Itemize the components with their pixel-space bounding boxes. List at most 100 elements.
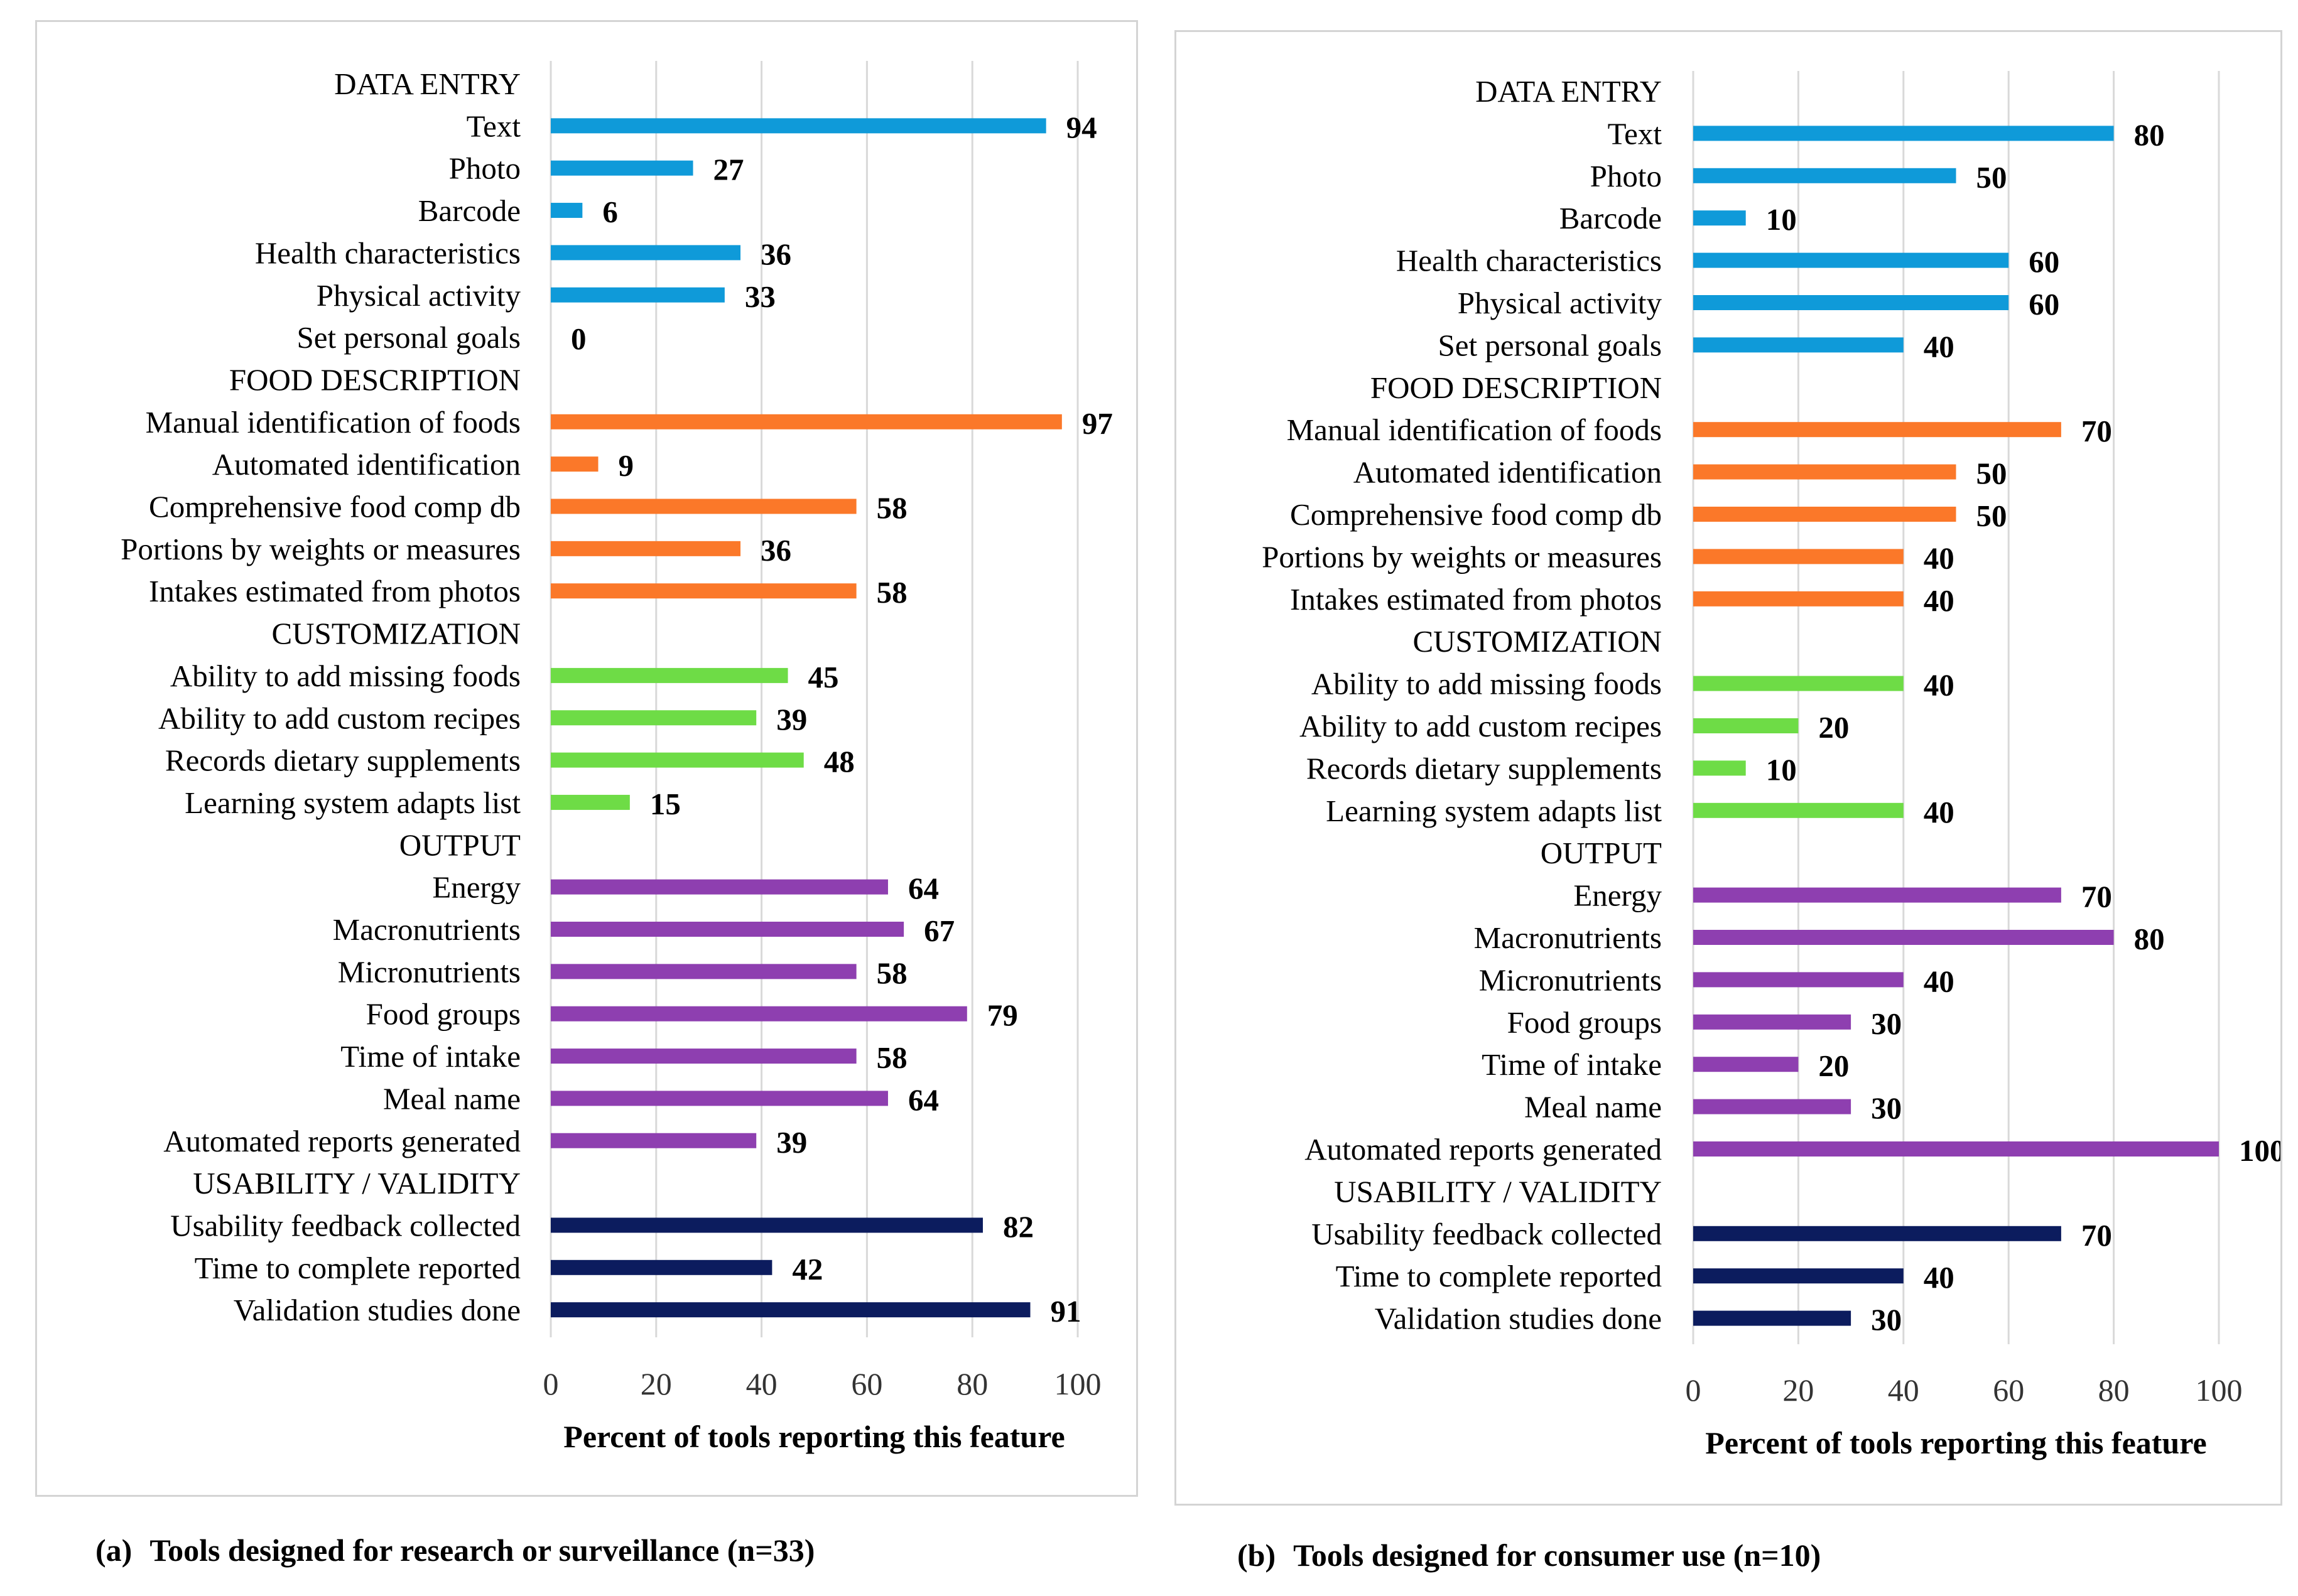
category-label: Meal name xyxy=(383,1081,521,1116)
data-label: 40 xyxy=(1924,964,1954,998)
x-tick-label: 0 xyxy=(1686,1372,1701,1408)
bar-time-to-complete-reported xyxy=(1693,1268,1904,1284)
category-label: Automated reports generated xyxy=(1304,1132,1662,1167)
bar-text xyxy=(551,118,1046,134)
x-tick-label: 20 xyxy=(1782,1372,1814,1408)
category-label: Ability to add custom recipes xyxy=(1299,709,1662,743)
data-label: 80 xyxy=(2134,117,2165,152)
category-label: Micronutrients xyxy=(338,954,521,989)
data-label: 42 xyxy=(792,1252,823,1286)
category-label: Micronutrients xyxy=(1479,962,1662,997)
bar-barcode xyxy=(551,203,583,218)
bar-health-characteristics xyxy=(551,245,741,261)
data-label: 67 xyxy=(924,914,955,948)
bar-automated-identification xyxy=(551,456,599,472)
group-header-food-description: FOOD DESCRIPTION xyxy=(1370,370,1662,405)
category-label: Barcode xyxy=(418,193,521,228)
data-label: 40 xyxy=(1924,668,1954,703)
data-label: 64 xyxy=(908,871,939,906)
bar-automated-reports-generated xyxy=(1693,1141,2219,1157)
data-label: 9 xyxy=(619,448,634,483)
x-tick-label: 40 xyxy=(1888,1372,1919,1408)
x-tick-label: 40 xyxy=(746,1366,778,1401)
group-header-food-description: FOOD DESCRIPTION xyxy=(229,362,521,397)
bar-text xyxy=(1693,126,2114,141)
data-label: 64 xyxy=(908,1082,939,1117)
caption-text: Tools designed for research or surveilla… xyxy=(149,1533,815,1568)
bar-macronutrients xyxy=(1693,930,2114,945)
bar-manual-identification-of-foods xyxy=(551,414,1062,429)
data-label: 97 xyxy=(1082,406,1113,441)
data-label: 70 xyxy=(2081,1218,2112,1253)
x-tick-label: 0 xyxy=(543,1366,559,1401)
bar-ability-to-add-missing-foods xyxy=(551,667,788,683)
data-label: 0 xyxy=(571,321,587,356)
data-label: 10 xyxy=(1766,202,1797,237)
data-label: 70 xyxy=(2081,414,2112,448)
bar-usability-feedback-collected xyxy=(1693,1226,2061,1241)
group-header-output: OUTPUT xyxy=(399,828,521,862)
category-label: Portions by weights or measures xyxy=(121,532,521,566)
category-label: Automated reports generated xyxy=(163,1124,521,1158)
data-label: 48 xyxy=(824,745,855,779)
bar-learning-system-adapts-list xyxy=(551,794,630,810)
category-label: Intakes estimated from photos xyxy=(1290,582,1662,617)
data-label: 91 xyxy=(1050,1294,1081,1329)
x-tick-label: 80 xyxy=(2098,1372,2130,1408)
data-label: 30 xyxy=(1871,1091,1902,1126)
bar-energy xyxy=(1693,887,2061,903)
data-label: 15 xyxy=(650,787,681,821)
category-label: Ability to add missing foods xyxy=(1311,667,1662,701)
chart-panel-research: 0 20 40 60 80 100 Percent of tools reporting t… xyxy=(35,20,1138,1497)
data-label: 100 xyxy=(2239,1133,2280,1168)
bar-photo xyxy=(1693,168,1956,183)
bar-physical-activity xyxy=(551,287,725,303)
bar-time-of-intake xyxy=(551,1049,857,1064)
data-label: 36 xyxy=(761,533,791,568)
x-axis-title: Percent of tools reporting this feature xyxy=(1705,1425,2206,1460)
category-label: Text xyxy=(467,109,521,143)
bar-chart-consumer: 0 20 40 60 80 100 Percent of tools reporting t… xyxy=(1262,71,2280,1460)
group-header-usability-validity: USABILITY / VALIDITY xyxy=(1334,1174,1662,1209)
bar-validation-studies-done xyxy=(551,1302,1031,1318)
category-label: Ability to add custom recipes xyxy=(158,701,521,735)
data-label: 40 xyxy=(1924,329,1954,364)
category-label: Physical activity xyxy=(317,278,521,313)
data-label: 39 xyxy=(776,1125,807,1160)
group-header-output: OUTPUT xyxy=(1541,836,1662,870)
category-label: Manual identification of foods xyxy=(1287,412,1662,447)
bar-photo xyxy=(551,160,693,176)
bar-barcode xyxy=(1693,210,1746,226)
category-label: Manual identification of foods xyxy=(146,405,521,439)
x-tick-label: 60 xyxy=(851,1366,882,1401)
bar-food-groups xyxy=(1693,1014,1851,1030)
bar-physical-activity xyxy=(1693,295,2009,310)
data-label: 39 xyxy=(776,702,807,736)
data-label: 6 xyxy=(602,195,618,229)
caption-label: (b) xyxy=(1237,1538,1276,1573)
x-tick-label: 20 xyxy=(641,1366,672,1401)
data-label: 40 xyxy=(1924,541,1954,575)
category-label: Validation studies done xyxy=(1375,1302,1662,1336)
bar-records-dietary-supplements xyxy=(1693,760,1746,776)
bar-intakes-estimated-from-photos xyxy=(1693,591,1904,607)
bar-validation-studies-done xyxy=(1693,1310,1851,1326)
bar-ability-to-add-missing-foods xyxy=(1693,676,1904,691)
category-label: Text xyxy=(1608,116,1662,151)
data-label: 50 xyxy=(1976,499,2007,533)
category-label: Learning system adapts list xyxy=(1326,794,1662,828)
category-label: Comprehensive food comp db xyxy=(1290,497,1662,532)
x-tick-label: 100 xyxy=(2196,1372,2243,1408)
category-label: Health characteristics xyxy=(255,235,521,270)
bar-automated-identification xyxy=(1693,464,1956,480)
data-label: 10 xyxy=(1766,752,1797,787)
category-label: Records dietary supplements xyxy=(1306,751,1662,785)
category-label: Ability to add missing foods xyxy=(170,659,521,693)
category-label: Time of intake xyxy=(1482,1047,1662,1082)
data-label: 58 xyxy=(877,491,908,526)
group-header-data-entry: DATA ENTRY xyxy=(1475,74,1662,109)
category-label: Set personal goals xyxy=(1438,328,1662,362)
data-label: 45 xyxy=(808,660,839,694)
bar-comprehensive-food-comp-db xyxy=(551,499,857,514)
chart-panel-consumer: 0 20 40 60 80 100 Percent of tools reporting t… xyxy=(1174,30,2282,1506)
